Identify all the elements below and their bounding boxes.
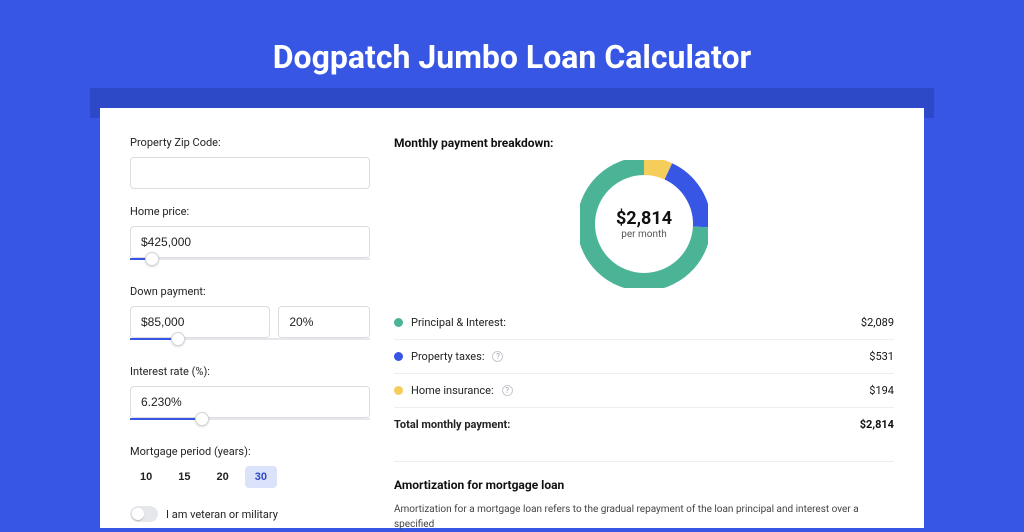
price-input[interactable] [130, 226, 370, 258]
period-label: Mortgage period (years): [130, 445, 370, 458]
payment-donut-chart: $2,814 per month [580, 160, 708, 288]
period-option-15[interactable]: 15 [168, 466, 200, 488]
total-row: Total monthly payment: $2,814 [394, 407, 894, 441]
total-label: Total monthly payment: [394, 418, 510, 431]
zip-label: Property Zip Code: [130, 136, 370, 149]
period-option-10[interactable]: 10 [130, 466, 162, 488]
breakdown-title: Monthly payment breakdown: [394, 136, 894, 150]
breakdown-value: $2,089 [861, 316, 894, 329]
donut-center-sub: per month [621, 229, 667, 240]
legend-dot-icon [394, 318, 403, 327]
veteran-label: I am veteran or military [166, 508, 278, 521]
down-amount-input[interactable] [130, 306, 270, 338]
rate-label: Interest rate (%): [130, 365, 370, 378]
breakdown-value: $531 [869, 350, 894, 363]
results-column: Monthly payment breakdown: $2,814 per mo… [394, 136, 894, 528]
amortization-heading: Amortization for mortgage loan [394, 461, 894, 492]
donut-center-value: $2,814 [616, 208, 672, 229]
breakdown-row-tax: Property taxes:? $531 [394, 339, 894, 373]
info-icon[interactable]: ? [492, 351, 503, 362]
legend-dot-icon [394, 386, 403, 395]
down-slider[interactable] [130, 337, 370, 351]
period-option-20[interactable]: 20 [207, 466, 239, 488]
info-icon[interactable]: ? [502, 385, 513, 396]
breakdown-list: Principal & Interest: $2,089 Property taxe… [394, 306, 894, 407]
calculator-card: Property Zip Code: Home price: Down paym… [100, 108, 924, 528]
breakdown-row-pi: Principal & Interest: $2,089 [394, 306, 894, 339]
breakdown-label: Principal & Interest: [411, 316, 506, 329]
inputs-column: Property Zip Code: Home price: Down paym… [130, 136, 370, 528]
zip-input[interactable] [130, 157, 370, 189]
rate-input[interactable] [130, 386, 370, 418]
price-slider[interactable] [130, 257, 370, 271]
page-title: Dogpatch Jumbo Loan Calculator [0, 0, 1024, 88]
total-value: $2,814 [860, 418, 894, 431]
down-label: Down payment: [130, 285, 370, 298]
rate-slider[interactable] [130, 417, 370, 431]
price-label: Home price: [130, 205, 370, 218]
breakdown-label: Home insurance: [411, 384, 494, 397]
amortization-body: Amortization for a mortgage loan refers … [394, 502, 894, 532]
breakdown-row-ins: Home insurance:? $194 [394, 373, 894, 407]
period-option-30[interactable]: 30 [245, 466, 277, 488]
veteran-toggle[interactable] [130, 506, 158, 522]
period-options: 10 15 20 30 [130, 466, 370, 488]
breakdown-value: $194 [869, 384, 894, 397]
down-percent-input[interactable] [278, 306, 370, 338]
legend-dot-icon [394, 352, 403, 361]
breakdown-label: Property taxes: [411, 350, 484, 363]
